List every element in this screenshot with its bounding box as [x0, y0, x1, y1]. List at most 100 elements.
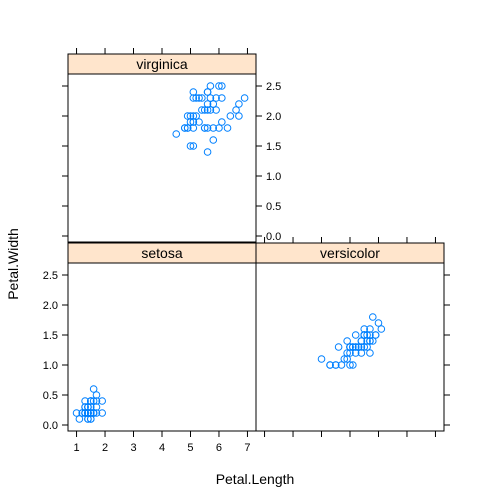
panel-virginica: virginica 0.0 0.5 1.0 1.5 2.0 2.5	[62, 48, 281, 243]
data-point	[337, 361, 346, 369]
data-point	[86, 403, 95, 411]
data-point	[192, 112, 200, 120]
data-point	[200, 106, 209, 114]
data-point	[351, 343, 360, 351]
data-point	[183, 124, 192, 132]
data-point	[349, 343, 357, 351]
y-tick-label: 2.0	[266, 111, 281, 123]
data-point	[180, 124, 189, 132]
data-point	[92, 391, 101, 399]
x-tick-label: 4	[159, 442, 165, 454]
data-point	[189, 118, 198, 126]
data-point	[363, 331, 371, 339]
data-point	[354, 343, 363, 351]
x-axis-title: Petal.Length	[216, 471, 295, 487]
data-point	[189, 88, 198, 96]
data-point	[343, 337, 351, 345]
data-point	[371, 331, 380, 339]
data-point	[89, 397, 98, 405]
data-point	[366, 331, 374, 339]
data-point	[186, 118, 195, 126]
data-point	[192, 94, 200, 102]
data-point	[351, 349, 360, 357]
y-tick-label: 1.5	[266, 141, 281, 153]
data-point	[340, 355, 349, 363]
data-point	[368, 313, 377, 321]
data-point	[363, 337, 371, 345]
data-point	[218, 118, 226, 126]
y-tick-label: 2.0	[43, 300, 58, 312]
data-point	[89, 409, 98, 417]
data-point	[186, 112, 195, 120]
data-point	[72, 409, 81, 417]
data-point	[357, 343, 366, 351]
data-point	[368, 337, 377, 345]
data-point	[351, 331, 360, 339]
data-point	[334, 343, 343, 351]
data-point	[357, 349, 366, 357]
data-point	[189, 94, 198, 102]
data-point	[189, 124, 198, 132]
data-point	[189, 142, 198, 150]
data-point	[209, 100, 218, 108]
data-point	[195, 94, 203, 102]
data-point	[218, 94, 226, 102]
y-tick-label: 2.5	[266, 81, 281, 93]
plot-frame-virginica	[67, 73, 257, 243]
data-point	[84, 403, 92, 411]
data-point	[86, 409, 95, 417]
data-point	[326, 361, 334, 369]
data-point	[346, 343, 354, 351]
x-tick-label: 5	[187, 442, 193, 454]
data-point	[212, 106, 220, 114]
data-point	[98, 409, 106, 417]
data-point	[195, 118, 203, 126]
data-point	[189, 112, 198, 120]
data-point	[346, 361, 354, 369]
data-point	[331, 361, 340, 369]
data-point	[172, 130, 181, 138]
data-point	[223, 124, 232, 132]
data-point	[360, 325, 369, 333]
x-tick-label: 6	[216, 442, 222, 454]
data-point	[200, 124, 209, 132]
strip-label-setosa: setosa	[141, 245, 182, 261]
data-point	[235, 112, 243, 120]
data-point	[209, 136, 218, 144]
data-point	[317, 355, 326, 363]
data-point	[349, 361, 357, 369]
data-point	[366, 337, 374, 345]
data-point	[366, 349, 374, 357]
data-point	[357, 337, 366, 345]
data-point	[366, 325, 374, 333]
data-point	[218, 82, 226, 90]
data-point	[203, 106, 212, 114]
data-point	[374, 319, 383, 327]
data-point	[240, 94, 249, 102]
data-point	[226, 112, 235, 120]
data-point	[209, 124, 218, 132]
data-point	[92, 397, 101, 405]
data-point	[89, 385, 98, 393]
data-point	[212, 94, 220, 102]
data-point	[186, 142, 195, 150]
data-point	[215, 124, 223, 132]
x-tick-label: 7	[244, 442, 250, 454]
x-tick-label: 3	[130, 442, 136, 454]
panel-versicolor: versicolor	[255, 237, 450, 437]
y-tick-label: 1.0	[43, 360, 58, 372]
y-tick-label: 0.0	[43, 420, 58, 432]
y-tick-label: 0.0	[266, 231, 281, 243]
data-point	[84, 415, 92, 423]
data-point	[343, 349, 351, 357]
data-point	[360, 331, 369, 339]
x-tick-label: 1	[73, 442, 79, 454]
data-point	[377, 325, 386, 333]
strip-label-versicolor: versicolor	[320, 245, 380, 261]
data-point	[198, 106, 206, 114]
y-tick-label: 2.5	[43, 270, 58, 282]
data-point	[81, 409, 89, 417]
data-point	[203, 88, 212, 96]
data-point	[75, 415, 84, 423]
data-point	[78, 409, 87, 417]
